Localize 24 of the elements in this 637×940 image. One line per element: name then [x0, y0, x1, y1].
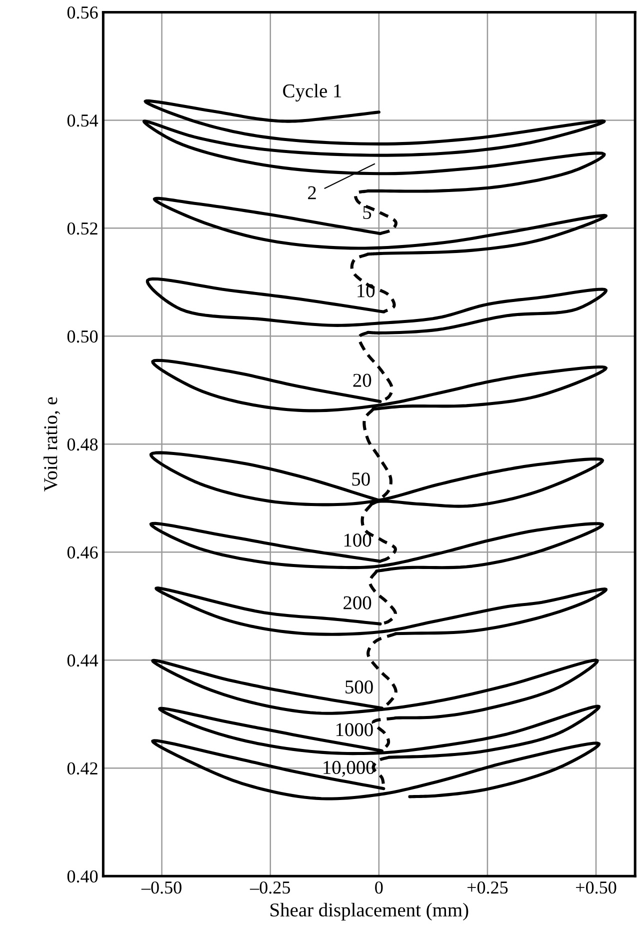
x-tick-label: +0.50 [576, 881, 616, 894]
annotation: 20 [353, 374, 372, 387]
y-tick-label: 0.50 [67, 330, 98, 343]
x-axis-title: Shear displacement (mm) [270, 902, 468, 921]
y-tick-label: 0.54 [67, 114, 98, 127]
y-tick-label: 0.44 [67, 654, 98, 667]
y-axis-title: Void ratio, e [44, 397, 60, 492]
annotation: 500 [346, 680, 373, 694]
y-tick-label: 0.46 [67, 546, 98, 559]
x-tick-label: 0 [375, 881, 383, 894]
y-tick-label: 0.56 [67, 6, 98, 19]
annotation: 200 [344, 596, 372, 610]
y-tick-label: 0.48 [67, 438, 98, 451]
x-tick-label: –0.50 [141, 881, 182, 894]
annotation: 100 [344, 534, 372, 547]
y-tick-label: 0.42 [67, 762, 98, 775]
annotation: 1000 [336, 723, 373, 736]
x-tick-label: –0.25 [250, 881, 290, 894]
annotation: 50 [352, 472, 370, 486]
annotation: Cycle 1 [283, 84, 342, 102]
annotation: 2 [308, 186, 316, 200]
y-tick-label: 0.52 [67, 222, 98, 235]
x-tick-label: +0.25 [467, 881, 508, 894]
y-tick-label: 0.40 [67, 870, 98, 883]
